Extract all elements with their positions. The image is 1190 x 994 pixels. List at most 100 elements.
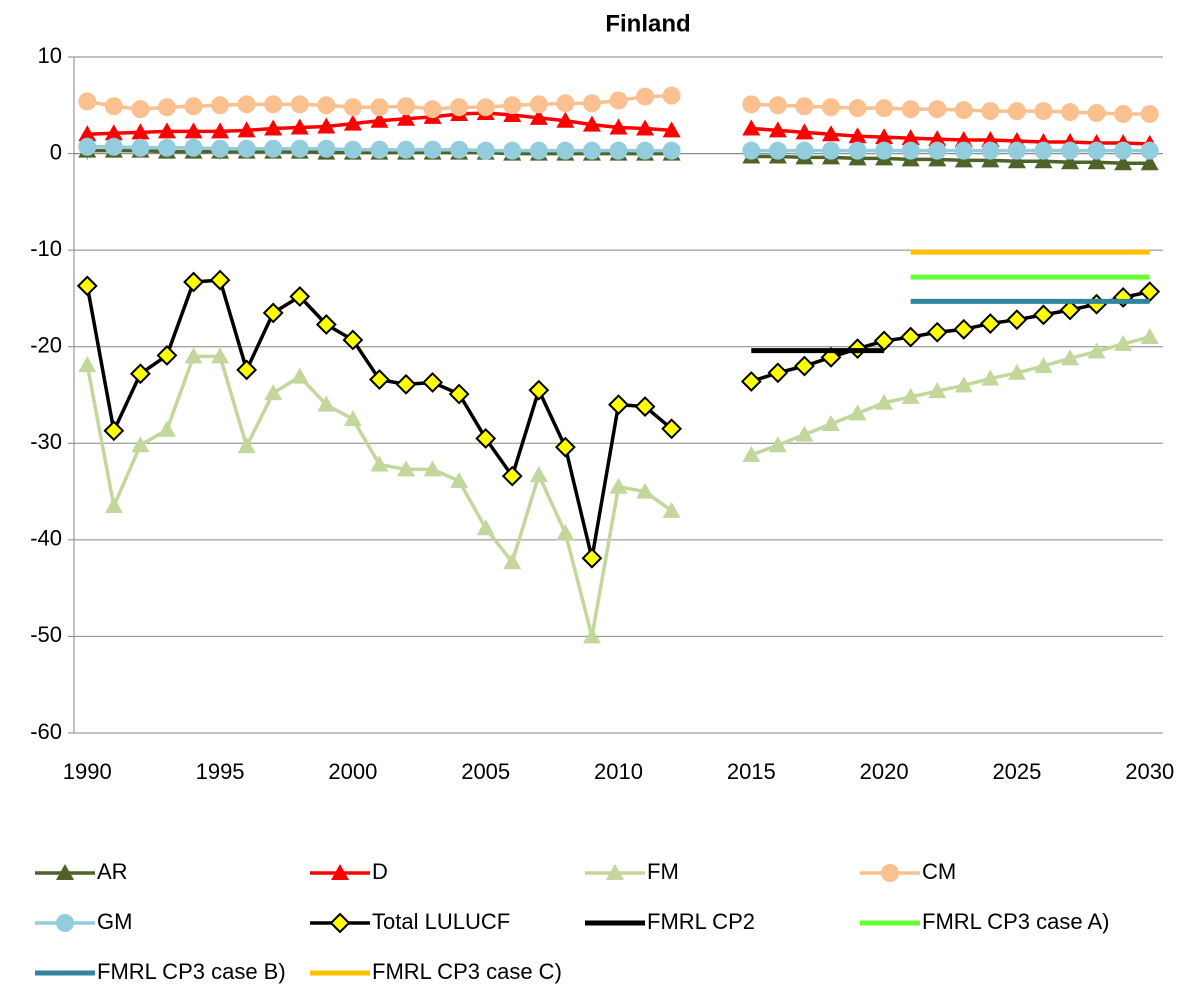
point-marker [422,372,443,393]
point-marker [1034,141,1053,160]
point-marker [211,96,230,115]
point-marker [184,122,203,139]
point-marker [581,547,603,569]
point-marker [821,141,840,160]
point-marker [211,139,230,158]
x-tick-label: 2010 [594,759,643,784]
point-marker [582,94,601,113]
point-marker [476,98,495,117]
point-marker [264,384,283,401]
point-marker [554,436,576,458]
y-tick-label: -50 [30,622,62,647]
point-marker [954,376,973,393]
point-marker [1034,152,1053,169]
legend-marker [56,864,74,880]
legend-marker [881,864,899,882]
point-marker [582,115,601,132]
point-marker [184,97,203,116]
x-tick-label: 1990 [63,759,112,784]
point-marker [370,111,389,128]
point-marker [556,94,575,113]
point-marker [609,141,628,160]
point-marker [1007,141,1026,160]
legend-label: FMRL CP3 case C) [372,959,562,984]
point-marker [315,314,337,335]
point-marker [104,97,123,116]
point-marker [795,425,814,442]
point-marker [795,141,814,160]
point-marker [78,137,97,156]
point-marker [1059,299,1081,321]
point-marker [370,455,389,472]
point-marker [529,95,548,114]
legend-label: FMRL CP2 [647,909,755,934]
point-marker [582,627,601,644]
point-marker [1140,328,1159,345]
legend-label: Total LULUCF [372,909,510,934]
point-marker [103,420,125,442]
point-marker [131,100,150,119]
point-marker [848,404,867,421]
point-marker [768,121,787,138]
x-tick-label: 1995 [196,759,245,784]
point-marker [848,99,867,118]
point-marker [636,119,655,136]
chart-title: Finland [605,10,690,37]
point-marker [954,101,973,120]
point-marker [78,125,97,142]
point-marker [1086,293,1108,315]
point-marker [264,119,283,136]
point-marker [634,396,656,418]
point-marker [1139,281,1161,303]
point-marker [262,302,284,324]
point-marker [821,414,840,431]
point-marker [448,383,470,405]
legend-label: CM [922,859,956,884]
point-marker [370,140,389,159]
point-marker [317,139,336,158]
legend-label: FMRL CP3 case B) [97,959,286,984]
point-marker [1061,141,1080,160]
point-marker [131,123,150,140]
point-marker [1114,154,1133,171]
point-marker [501,465,523,487]
point-marker [395,373,417,395]
point-marker [78,356,97,373]
point-marker [76,275,98,297]
point-marker [237,437,256,454]
point-marker [875,141,894,160]
point-marker [636,141,655,160]
point-marker [156,344,178,366]
point-marker [926,321,948,343]
point-marker [662,86,681,105]
point-marker [1140,104,1159,123]
point-marker [78,92,97,111]
point-marker [397,460,416,477]
x-tick-label: 2015 [727,759,776,784]
point-marker [794,355,815,377]
point-marker [290,367,309,384]
point-marker [343,140,362,159]
point-marker [1006,309,1028,331]
point-marker [264,139,283,158]
point-marker [343,98,362,117]
point-marker [1114,104,1133,123]
point-marker [1061,349,1080,366]
point-marker [237,121,256,138]
point-marker [183,271,204,293]
point-marker [901,141,920,160]
point-marker [901,100,920,119]
point-marker [423,460,442,477]
point-marker [556,141,575,160]
x-tick-label: 2000 [328,759,377,784]
point-marker [900,326,922,348]
y-tick-label: -40 [30,526,62,551]
point-marker [476,141,495,160]
point-marker [1114,141,1133,160]
point-marker [875,99,894,118]
point-marker [928,141,947,160]
point-marker [742,95,761,114]
y-tick-label: 0 [50,139,62,164]
point-marker [767,362,789,384]
point-marker [848,127,867,144]
